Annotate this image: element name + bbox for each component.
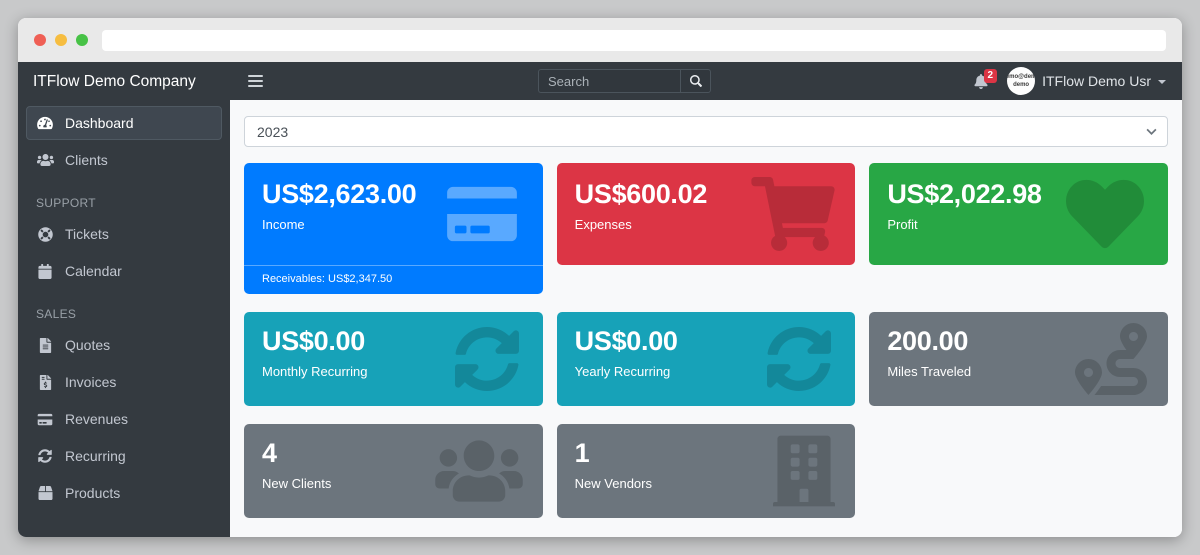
profit-label: Profit xyxy=(887,217,918,232)
company-brand: ITFlow Demo Company xyxy=(33,73,196,90)
chevron-down-icon xyxy=(1158,80,1166,84)
sync-icon xyxy=(36,449,54,463)
monthly-recurring-value: US$0.00 xyxy=(262,326,365,356)
users-icon xyxy=(36,153,54,167)
notification-count-badge: 2 xyxy=(983,68,998,83)
sidebar-item-clients[interactable]: Clients xyxy=(26,143,222,177)
app-frame: ITFlow Demo Company Dashboard Clients SU… xyxy=(18,62,1182,537)
miles-traveled-label: Miles Traveled xyxy=(887,364,972,379)
hamburger-menu-icon[interactable] xyxy=(246,71,265,91)
sidebar-item-revenues[interactable]: Revenues xyxy=(26,402,222,436)
invoice-dollar-icon xyxy=(36,374,54,390)
sidebar-item-recurring[interactable]: Recurring xyxy=(26,439,222,473)
sidebar-item-label: Quotes xyxy=(65,337,111,353)
sidebar-item-products[interactable]: Products xyxy=(26,476,222,510)
sidebar-item-quotes[interactable]: Quotes xyxy=(26,328,222,362)
sidebar-section-support: SUPPORT xyxy=(36,196,96,210)
maximize-window-button[interactable] xyxy=(76,34,88,46)
top-navbar: 2 demo@demo demo ITFlow Demo Usr xyxy=(230,62,1182,100)
life-ring-icon xyxy=(36,226,54,242)
search-button[interactable] xyxy=(680,69,711,93)
income-card[interactable]: US$2,623.00 Income Receivables: US$2,347… xyxy=(244,163,543,294)
sidebar: ITFlow Demo Company Dashboard Clients SU… xyxy=(18,62,230,537)
yearly-recurring-label: Yearly Recurring xyxy=(574,364,671,379)
users-icon xyxy=(434,436,523,506)
new-vendors-label: New Vendors xyxy=(574,476,652,491)
sidebar-item-label: Recurring xyxy=(65,448,126,464)
sidebar-item-calendar[interactable]: Calendar xyxy=(26,254,222,288)
yearly-recurring-card[interactable]: US$0.00 Yearly Recurring xyxy=(556,312,856,406)
sidebar-section-sales: SALES xyxy=(36,307,77,321)
document-icon xyxy=(36,337,54,353)
sidebar-item-label: Dashboard xyxy=(65,115,134,131)
new-vendors-card[interactable]: 1 New Vendors xyxy=(556,424,856,518)
credit-card-icon xyxy=(36,413,54,426)
address-bar[interactable] xyxy=(102,29,1166,51)
new-clients-label: New Clients xyxy=(262,476,332,491)
monthly-recurring-label: Monthly Recurring xyxy=(262,364,368,379)
sync-icon xyxy=(451,326,523,392)
sidebar-item-label: Invoices xyxy=(65,374,117,390)
dashboard-content: 2023 US$2,623.00 Income xyxy=(230,100,1182,537)
profit-value: US$2,022.98 xyxy=(887,179,1042,209)
miles-traveled-value: 200.00 xyxy=(887,326,969,356)
income-label: Income xyxy=(262,217,305,232)
main-area: 2 demo@demo demo ITFlow Demo Usr xyxy=(230,62,1182,537)
monthly-recurring-card[interactable]: US$0.00 Monthly Recurring xyxy=(244,312,543,406)
new-clients-card[interactable]: 4 New Clients xyxy=(244,424,543,518)
browser-chrome-bar xyxy=(18,18,1182,62)
search-group xyxy=(538,69,711,93)
user-name: ITFlow Demo Usr xyxy=(1042,73,1151,89)
navbar-right-group: 2 demo@demo demo ITFlow Demo Usr xyxy=(974,67,1166,95)
sync-icon xyxy=(763,326,835,392)
search-icon xyxy=(689,75,702,87)
sidebar-item-label: Clients xyxy=(65,152,108,168)
sidebar-item-invoices[interactable]: Invoices xyxy=(26,365,222,399)
shopping-cart-icon xyxy=(751,177,835,251)
expenses-value: US$600.02 xyxy=(574,179,708,209)
expenses-card[interactable]: US$600.02 Expenses xyxy=(556,163,856,265)
minimize-window-button[interactable] xyxy=(55,34,67,46)
sidebar-item-label: Revenues xyxy=(65,411,129,427)
sidebar-item-label: Tickets xyxy=(65,226,109,242)
user-dropdown[interactable]: demo@demo demo ITFlow Demo Usr xyxy=(1007,67,1166,95)
sidebar-item-dashboard[interactable]: Dashboard xyxy=(26,106,222,140)
search-input[interactable] xyxy=(538,69,680,93)
new-clients-value: 4 xyxy=(262,438,277,468)
close-window-button[interactable] xyxy=(34,34,46,46)
expenses-label: Expenses xyxy=(574,217,632,232)
route-icon xyxy=(1074,323,1148,395)
stat-cards-grid: US$2,623.00 Income Receivables: US$2,347… xyxy=(244,163,1168,518)
sidebar-item-tickets[interactable]: Tickets xyxy=(26,217,222,251)
credit-card-icon xyxy=(441,183,523,245)
box-icon xyxy=(36,486,54,500)
miles-traveled-card[interactable]: 200.00 Miles Traveled xyxy=(869,312,1168,406)
gauge-icon xyxy=(36,116,54,130)
browser-window: ITFlow Demo Company Dashboard Clients SU… xyxy=(18,18,1182,537)
income-receivables: Receivables: US$2,347.50 xyxy=(244,265,543,294)
yearly-recurring-value: US$0.00 xyxy=(574,326,678,356)
window-controls xyxy=(34,34,88,46)
calendar-icon xyxy=(36,263,54,279)
profit-card[interactable]: US$2,022.98 Profit xyxy=(869,163,1168,265)
year-filter: 2023 xyxy=(244,116,1168,147)
notifications-button[interactable]: 2 xyxy=(974,68,998,89)
income-value: US$2,623.00 xyxy=(262,179,417,209)
building-icon xyxy=(773,435,836,507)
year-select[interactable]: 2023 xyxy=(244,116,1168,147)
heart-icon xyxy=(1062,175,1148,253)
sidebar-item-label: Products xyxy=(65,485,121,501)
new-vendors-value: 1 xyxy=(574,438,590,468)
sidebar-nav: Dashboard Clients SUPPORT Tickets xyxy=(18,102,230,513)
avatar: demo@demo demo xyxy=(1007,67,1036,95)
sidebar-item-label: Calendar xyxy=(65,263,122,279)
